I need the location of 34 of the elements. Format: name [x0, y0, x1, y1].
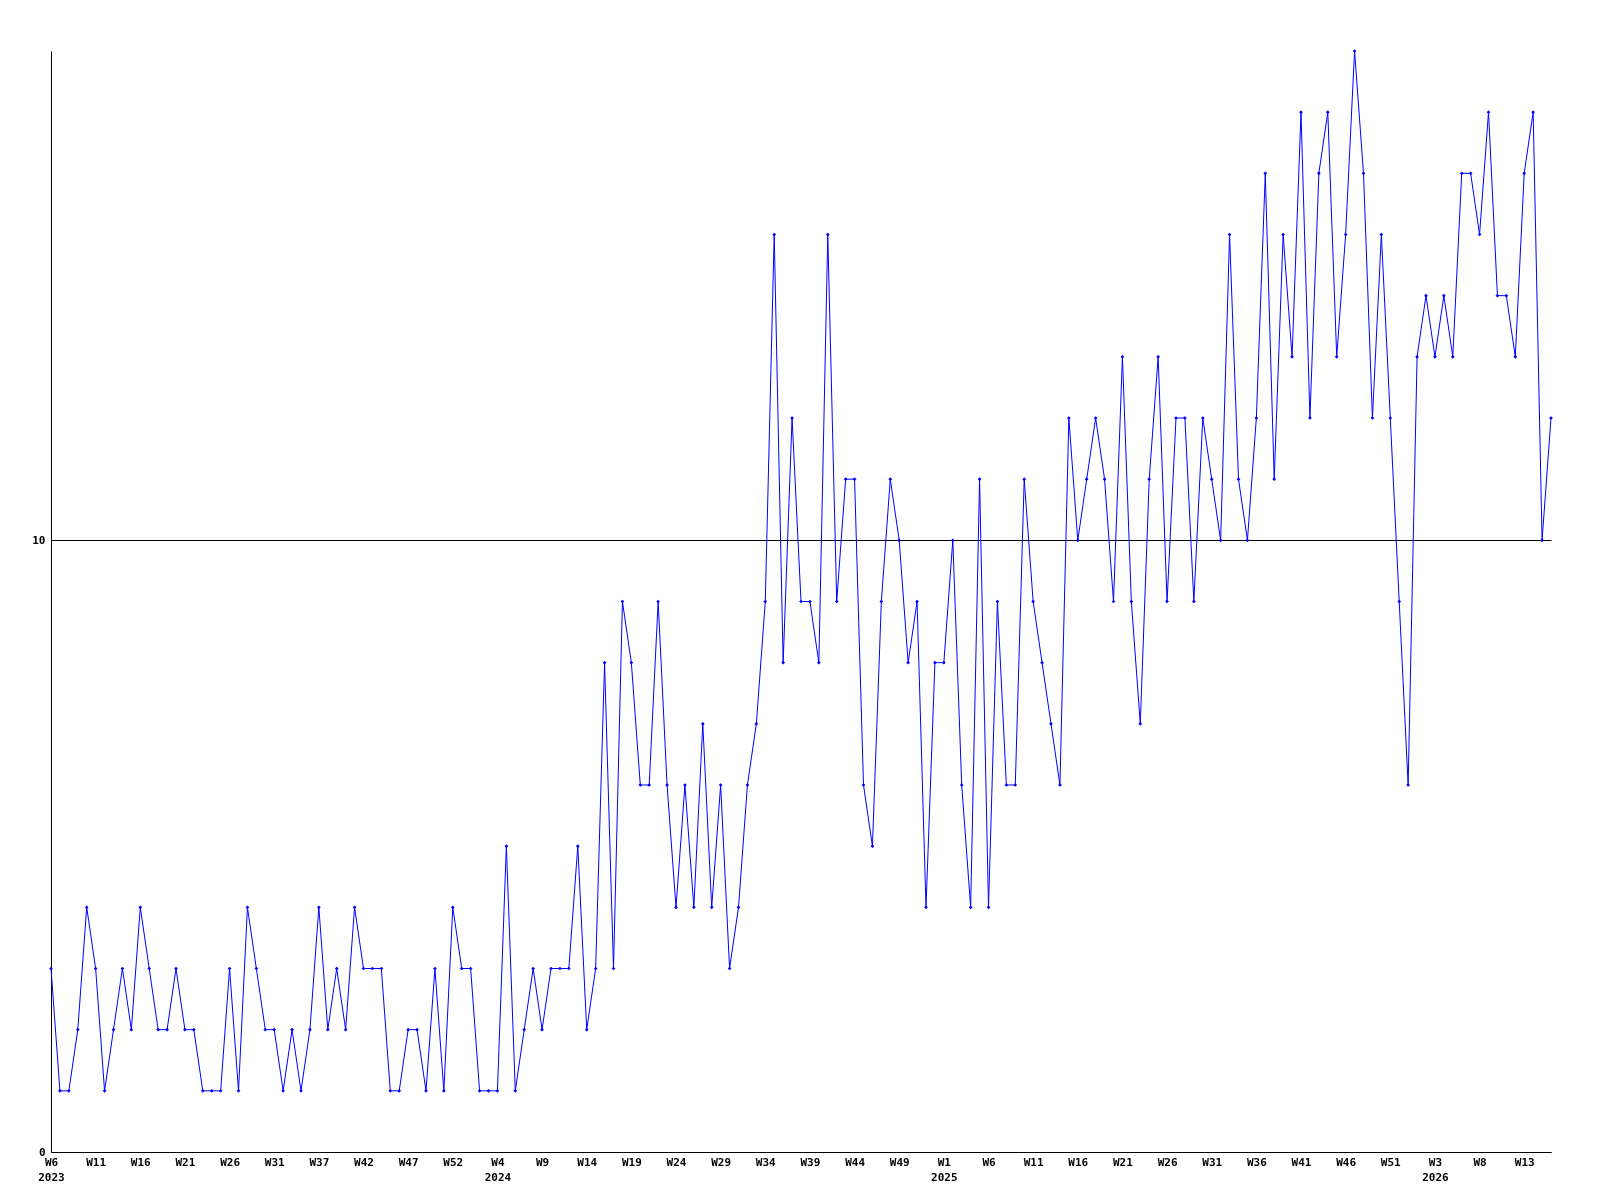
x-tick-label: W31 [264, 1155, 286, 1169]
x-tick-label: W39 [800, 1155, 821, 1169]
x-tick-label: W51 [1380, 1155, 1402, 1169]
x-tick-label: W13 [1514, 1155, 1535, 1169]
x-tick-label: W36 [1246, 1155, 1268, 1169]
x-tick-label: W26 [220, 1155, 241, 1169]
x-tick-label: W49 [889, 1155, 910, 1169]
x-tick-label: W42 [354, 1155, 374, 1169]
x-tick-label: W9 [535, 1155, 550, 1169]
x-tick-label: W46 [1336, 1155, 1357, 1169]
x-tick-label: W3 2026 [1422, 1155, 1450, 1184]
x-tick-label: W29 [711, 1155, 732, 1169]
x-tick-label: W31 [1202, 1155, 1223, 1169]
x-tick-label: W21 [175, 1155, 196, 1169]
x-tick-label: W34 [755, 1155, 777, 1169]
x-tick-label: W41 [1291, 1155, 1312, 1169]
x-tick-label: W47 [398, 1155, 419, 1169]
x-tick-label: W11 [1023, 1155, 1044, 1169]
x-tick-label: W6 [982, 1155, 996, 1169]
x-tick-label: W44 [845, 1155, 866, 1169]
x-tick-label: W37 [309, 1155, 330, 1169]
x-tick-label: W26 [1157, 1155, 1178, 1169]
x-tick-label: W52 [443, 1155, 464, 1169]
x-tick-label: W8 [1473, 1155, 1487, 1169]
x-tick-label: W19 [621, 1155, 642, 1169]
x-tick-label: W11 [86, 1155, 107, 1169]
x-tick-label: W16 [130, 1155, 152, 1169]
x-tick-label: W4 2024 [484, 1155, 512, 1184]
x-tick-label: W21 [1112, 1155, 1134, 1169]
x-tick-label: W1 2025 [931, 1155, 958, 1184]
y-tick-label: 10 [32, 533, 46, 547]
x-tick-label: W24 [666, 1155, 687, 1169]
x-tick-label: W16 [1068, 1155, 1089, 1169]
x-tick-label: W14 [577, 1155, 598, 1169]
